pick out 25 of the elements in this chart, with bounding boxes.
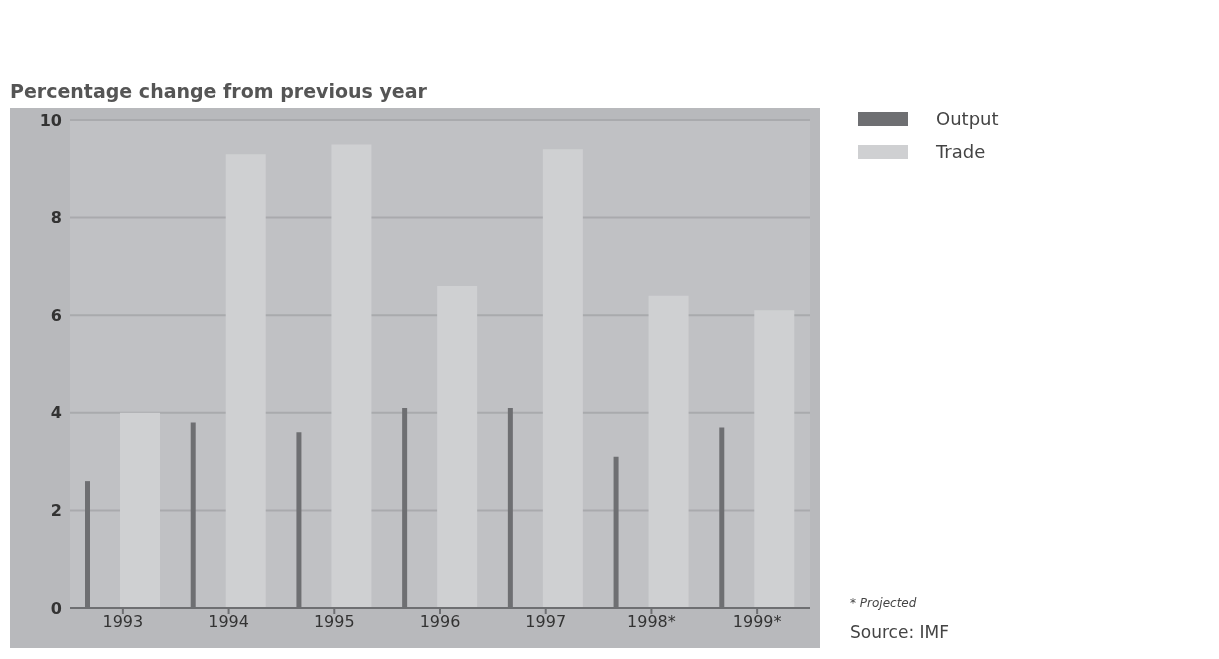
bar xyxy=(542,149,583,608)
bar xyxy=(120,412,160,608)
y-tick-label: 6 xyxy=(50,305,62,325)
x-tick-label: 1999* xyxy=(732,612,782,632)
x-tick-label: 1994 xyxy=(208,612,249,632)
y-tick-label: 8 xyxy=(50,208,62,228)
y-tick-label: 0 xyxy=(50,598,62,618)
y-tick-label: 10 xyxy=(39,110,62,130)
bar xyxy=(331,144,372,608)
legend-label: Trade xyxy=(936,141,986,162)
y-tick-label: 4 xyxy=(50,403,62,423)
bar xyxy=(648,295,689,608)
bar xyxy=(437,285,478,608)
bar xyxy=(754,310,795,608)
x-tick-label: 1995 xyxy=(313,612,355,632)
y-tick-label: 2 xyxy=(50,501,62,521)
legend-label: Output xyxy=(936,108,999,129)
x-tick-label: 1998* xyxy=(627,612,676,632)
source-note: Source: IMF xyxy=(850,622,949,642)
x-tick-label: 1996 xyxy=(419,612,461,632)
chart-title: Percentage change from previous year xyxy=(10,80,427,102)
x-tick-label: 1993 xyxy=(102,612,144,632)
x-tick-label: 1997 xyxy=(525,612,567,632)
text: * Projected xyxy=(850,596,918,610)
bar xyxy=(225,154,266,608)
